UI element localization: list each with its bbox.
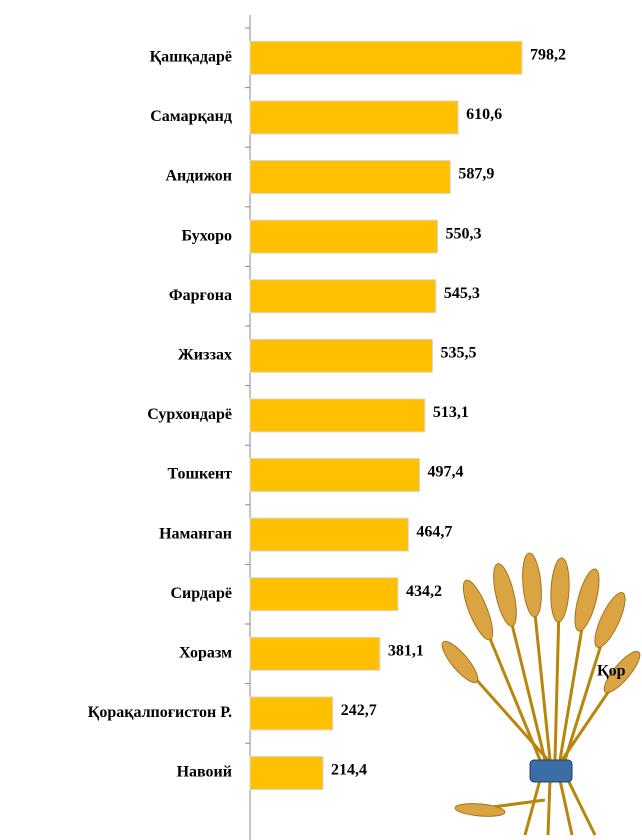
value-label: 434,2 (406, 583, 442, 600)
bar (249, 517, 409, 552)
category-label: Навоий (177, 764, 232, 781)
category-label: Андижон (165, 168, 232, 185)
category-label: Самарқанд (150, 108, 232, 125)
category-label: Сирдарё (170, 585, 232, 602)
bar (249, 338, 433, 373)
value-label: 587,9 (458, 166, 494, 183)
category-label: Хоразм (179, 644, 232, 661)
value-label: 610,6 (466, 106, 502, 123)
bar (249, 696, 334, 731)
value-label: 513,1 (433, 404, 469, 421)
bar (249, 160, 451, 194)
category-label: Сурхондарё (147, 406, 232, 423)
category-label: Фарғона (169, 287, 232, 304)
category-label: Бухоро (182, 227, 232, 244)
value-label: 497,4 (427, 464, 463, 481)
bar (249, 219, 439, 254)
annotation: Қор (597, 663, 626, 680)
bar (249, 458, 420, 492)
bar (249, 279, 437, 314)
wheat-illustration (441, 552, 641, 836)
value-label: 381,1 (388, 642, 424, 659)
value-label: 464,7 (416, 523, 452, 540)
bar (249, 398, 426, 433)
bar (249, 100, 459, 135)
bar (249, 636, 381, 671)
value-label: 798,2 (530, 46, 566, 63)
value-label: 545,3 (444, 285, 480, 302)
value-label: 242,7 (341, 702, 377, 719)
bar (249, 577, 399, 612)
value-label: 535,5 (440, 344, 476, 361)
value-label: 550,3 (446, 225, 482, 242)
value-label: 214,4 (331, 762, 367, 779)
category-label: Тошкент (168, 466, 233, 483)
bar (249, 756, 324, 790)
bar (249, 40, 523, 75)
category-label: Қорақалпоғистон Р. (88, 704, 232, 721)
category-label: Наманган (159, 525, 232, 542)
category-label: Жиззах (178, 346, 232, 363)
category-label: Қашқадарё (150, 48, 232, 65)
